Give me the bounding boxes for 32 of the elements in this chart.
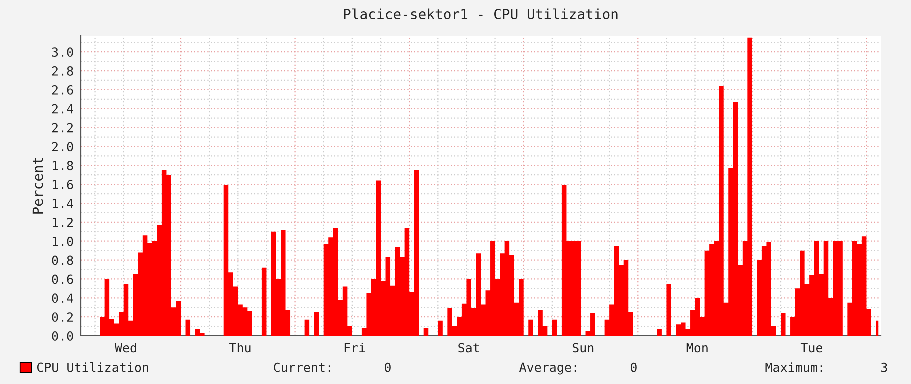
y-tick-label: 2.2 [52,123,73,133]
y-tick-label: 2.8 [52,66,74,76]
text: Maximum: [766,362,822,372]
text: 3 [882,362,888,372]
y-tick-label: 0.2 [52,312,73,322]
y-tick-label: 3.0 [52,48,74,58]
y-tick-label: 0.8 [52,256,74,266]
y-tick-label: 1.2 [52,218,73,228]
y-tick-label: 1.6 [52,180,74,190]
x-tick-label: Sat [458,343,480,353]
legend-label: CPU Utilization [37,362,148,372]
x-tick-label: Wed [114,343,136,353]
x-tick-label: Sun [572,343,594,353]
y-tick-label: 1.8 [52,161,74,171]
text: Average: [519,362,576,375]
x-tick-label: Fri [344,343,366,353]
text: 0 [630,362,637,372]
text: 0 [385,362,391,372]
chart-title: Placice-sektor1 - CPU Utilization [344,8,618,20]
y-tick-label: 2.6 [52,85,74,95]
text: Current: [274,362,331,372]
x-tick-label: Thu [230,343,251,353]
y-tick-label: 2.4 [52,104,74,114]
y-axis-title: Percent [32,158,44,214]
x-tick-label: Tue [800,343,823,353]
y-tick-label: 0.0 [52,332,74,341]
y-tick-label: 0.6 [52,274,74,284]
y-tick-label: 1.4 [52,199,74,208]
y-tick-label: 1.0 [52,236,74,246]
x-tick-label: Mon [686,343,708,353]
y-tick-label: 2.0 [52,142,74,152]
y-tick-label: 0.4 [52,294,74,304]
